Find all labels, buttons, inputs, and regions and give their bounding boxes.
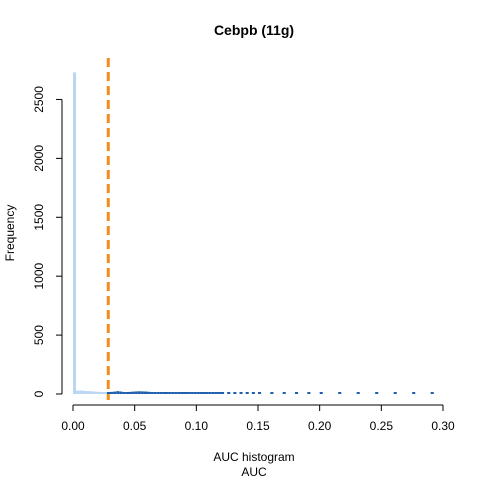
histogram-bar-27 <box>156 392 159 394</box>
histogram-bar-29 <box>162 392 165 394</box>
x-axis-label-line1: AUC histogram <box>213 450 294 464</box>
histogram-bar-49 <box>227 392 230 394</box>
y-axis-label: Frequency <box>3 205 17 262</box>
histogram-bar-15 <box>119 392 122 394</box>
x-tick-label-1: 0.05 <box>123 419 147 433</box>
histogram-bar-20 <box>135 391 138 394</box>
histogram-bar-60 <box>338 392 341 394</box>
x-tick-label-2: 0.10 <box>185 419 209 433</box>
histogram-bar-7 <box>95 392 98 394</box>
histogram-bar-45 <box>212 392 215 394</box>
histogram-bar-39 <box>193 392 196 394</box>
x-axis-label-line2: AUC <box>241 465 267 479</box>
histogram-bar-13 <box>113 392 116 394</box>
histogram-bar-32 <box>172 392 175 394</box>
histogram-bar-42 <box>203 392 206 394</box>
histogram-bar-33 <box>175 392 178 394</box>
x-tick-label-0: 0.00 <box>61 419 85 433</box>
histogram-bar-8 <box>98 392 101 394</box>
x-tick-label-5: 0.25 <box>370 419 394 433</box>
y-tick-label-0: 0 <box>32 390 46 397</box>
histogram-bar-65 <box>431 392 434 394</box>
histogram-bar-40 <box>196 392 199 394</box>
histogram-bar-57 <box>295 392 298 394</box>
histogram-bar-21 <box>138 391 141 394</box>
x-tick-label-6: 0.30 <box>431 419 455 433</box>
x-axis: 0.00 0.05 0.10 0.15 0.20 0.25 0.30 <box>61 405 455 433</box>
histogram-bar-6 <box>92 391 95 394</box>
histogram-bar-47 <box>218 392 221 394</box>
histogram-bar-25 <box>150 392 153 394</box>
histogram-bar-11 <box>107 392 110 394</box>
histogram-bar-51 <box>240 392 243 394</box>
histogram-bar-4 <box>85 391 88 394</box>
histogram-bar-37 <box>187 392 190 394</box>
histogram-bar-43 <box>206 392 209 394</box>
y-tick-label-4: 2000 <box>32 145 46 172</box>
y-tick-label-5: 2500 <box>32 86 46 113</box>
histogram-bar-41 <box>199 392 202 394</box>
histogram-bar-62 <box>375 392 378 394</box>
x-tick-label-3: 0.15 <box>246 419 270 433</box>
histogram-bar-3 <box>82 391 85 394</box>
y-axis: 0 500 1000 1500 2000 2500 <box>32 86 62 398</box>
histogram-bar-31 <box>169 392 172 394</box>
histogram-bar-14 <box>116 391 119 394</box>
histogram-bar-10 <box>104 392 107 394</box>
histogram-bar-63 <box>394 392 397 394</box>
y-tick-label-1: 500 <box>32 325 46 345</box>
histogram-bar-61 <box>357 392 360 394</box>
histogram-bar-59 <box>320 392 323 394</box>
histogram-bar-28 <box>159 392 162 394</box>
histogram-bar-50 <box>233 392 236 394</box>
histogram-bar-24 <box>147 392 150 394</box>
histogram-bar-0 <box>73 72 76 394</box>
y-tick-label-2: 1000 <box>32 263 46 290</box>
histogram-bar-17 <box>125 392 128 394</box>
histogram-bar-54 <box>258 392 261 394</box>
chart-title: Cebpb (11g) <box>214 22 294 38</box>
histogram-bar-35 <box>181 392 184 394</box>
histogram-bar-64 <box>412 392 415 394</box>
histogram-bar-55 <box>270 392 273 394</box>
histogram-bars <box>73 72 434 394</box>
histogram-bar-48 <box>221 392 224 394</box>
histogram-bar-44 <box>209 392 212 394</box>
histogram-bar-12 <box>110 392 113 394</box>
histogram-bar-9 <box>101 392 104 394</box>
histogram-bar-30 <box>166 392 169 394</box>
histogram-bar-34 <box>178 392 181 394</box>
histogram-bar-26 <box>153 392 156 394</box>
histogram-bar-46 <box>215 392 218 394</box>
histogram-bar-1 <box>76 391 79 394</box>
histogram-bar-16 <box>122 392 125 394</box>
histogram-bar-56 <box>283 392 286 394</box>
histogram-bar-38 <box>190 392 193 394</box>
histogram-bar-22 <box>141 391 144 394</box>
histogram-bar-2 <box>79 390 82 394</box>
histogram-bar-18 <box>129 392 132 394</box>
histogram-bar-5 <box>88 391 91 394</box>
y-tick-label-3: 1500 <box>32 204 46 231</box>
histogram-bar-36 <box>184 392 187 394</box>
histogram-bar-58 <box>307 392 310 394</box>
x-tick-label-4: 0.20 <box>308 419 332 433</box>
histogram-bar-52 <box>246 392 249 394</box>
histogram-bar-19 <box>132 392 135 394</box>
histogram-bar-23 <box>144 392 147 394</box>
histogram-bar-53 <box>252 392 255 394</box>
